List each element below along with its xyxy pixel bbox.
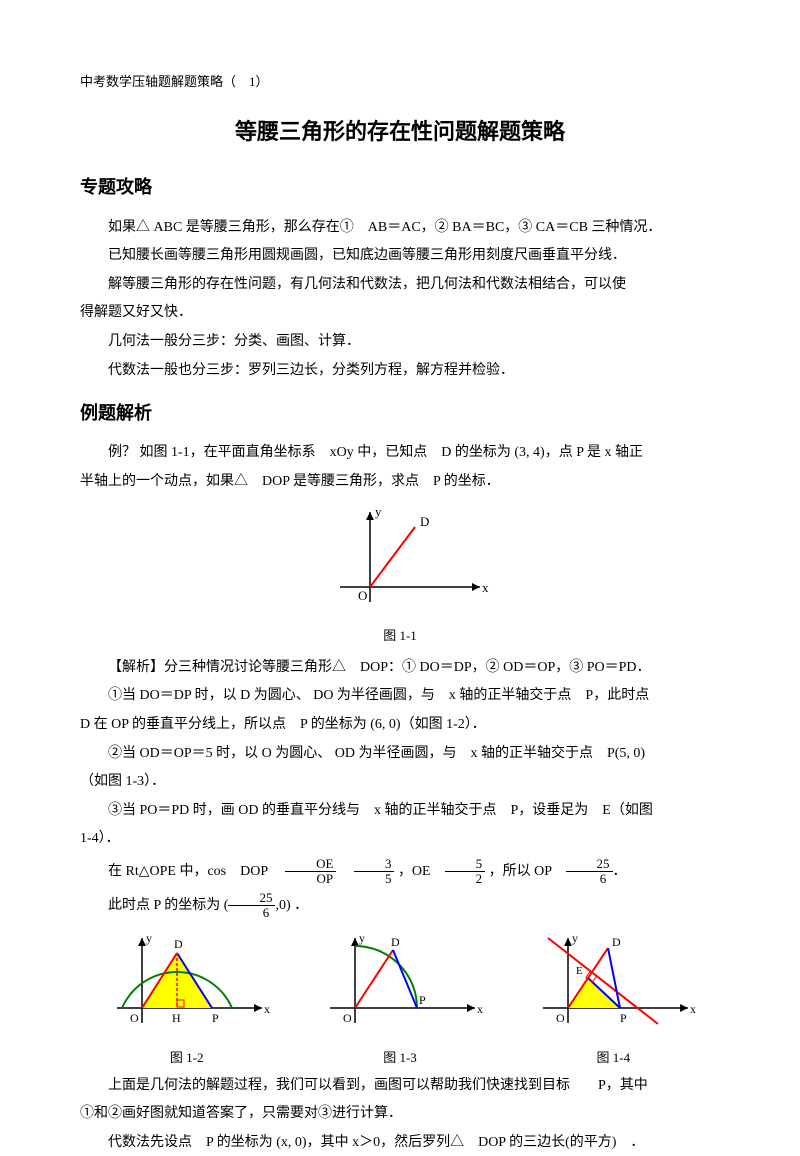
paragraph: 得解题又好又快．: [80, 300, 720, 327]
svg-text:x: x: [690, 1002, 696, 1016]
figure-caption: 图 1-4: [528, 1046, 698, 1071]
paragraph: ③当 PO＝PD 时，画 OD 的垂直平分线与 x 轴的正半轴交于点 P，设垂足…: [80, 798, 720, 825]
svg-text:y: y: [359, 931, 365, 945]
paragraph: 1-4）．: [80, 826, 720, 853]
figure-caption: 图 1-1: [80, 624, 720, 649]
svg-text:y: y: [375, 504, 382, 519]
paragraph: ①和②画好图就知道答案了，只需要对③进行计算．: [80, 1101, 720, 1128]
svg-text:O: O: [343, 1011, 352, 1025]
paragraph: （如图 1-3）．: [80, 769, 720, 796]
svg-text:D: D: [174, 937, 183, 951]
graph-svg: x y O D: [310, 502, 490, 612]
svg-text:O: O: [556, 1011, 565, 1025]
section-title-2: 例题解析: [80, 396, 720, 430]
paragraph: 【解析】分三种情况讨论等腰三角形△ DOP：① DO＝DP，② OD＝OP，③ …: [80, 655, 720, 682]
paragraph: 解等腰三角形的存在性问题，有几何法和代数法，把几何法和代数法相结合，可以使: [80, 272, 720, 299]
paragraph: ①当 DO＝DP 时，以 D 为圆心、 DO 为半径画圆，与 x 轴的正半轴交于…: [80, 683, 720, 710]
svg-text:D: D: [391, 935, 400, 949]
svg-text:H: H: [172, 1011, 181, 1025]
paragraph: D 在 OP 的垂直平分线上，所以点 P 的坐标为 (6, 0)（如图 1-2）…: [80, 712, 720, 739]
paragraph: 代数法一般也分三步：罗列三边长，分类列方程，解方程并检验．: [80, 358, 720, 385]
svg-text:x: x: [482, 580, 489, 595]
svg-text:P: P: [419, 993, 426, 1007]
svg-text:x: x: [477, 1002, 483, 1016]
paragraph: 半轴上的一个动点，如果△ DOP 是等腰三角形，求点 P 的坐标．: [80, 469, 720, 496]
math-equation: 此时点 P 的坐标为 (256,0) ．: [80, 891, 720, 921]
svg-text:O: O: [358, 588, 367, 603]
figure-1-3: x y O D P 图 1-3: [315, 928, 485, 1070]
section-title-1: 专题攻略: [80, 170, 720, 204]
paragraph: 几何法一般分三步：分类、画图、计算．: [80, 329, 720, 356]
figure-caption: 图 1-2: [102, 1046, 272, 1071]
page-header: 中考数学压轴题解题策略（ 1）: [80, 70, 720, 95]
paragraph: ②当 OD＝OP＝5 时，以 O 为圆心、 OD 为半径画圆，与 x 轴的正半轴…: [80, 741, 720, 768]
figure-1-1: x y O D 图 1-1: [80, 502, 720, 649]
svg-text:P: P: [212, 1011, 219, 1025]
paragraph: 已知腰长画等腰三角形用圆规画圆，已知底边画等腰三角形用刻度尺画垂直平分线．: [80, 243, 720, 270]
figure-caption: 图 1-3: [315, 1046, 485, 1071]
svg-text:D: D: [612, 935, 621, 949]
svg-text:x: x: [264, 1002, 270, 1016]
svg-text:P: P: [620, 1011, 627, 1025]
svg-text:D: D: [420, 514, 429, 529]
paragraph: 代数法先设点 P 的坐标为 (x, 0)，其中 x＞0，然后罗列△ DOP 的三…: [80, 1130, 720, 1156]
math-equation: 在 Rt△OPE 中，cos DOP OEOP 35 ，OE 52 ，所以 OP…: [80, 857, 720, 887]
svg-text:E: E: [576, 965, 583, 977]
main-title: 等腰三角形的存在性问题解题策略: [80, 111, 720, 153]
figure-1-4: x y O D E P 图 1-4: [528, 928, 698, 1070]
paragraph: 上面是几何法的解题过程，我们可以看到，画图可以帮助我们快速找到目标 P，其中: [80, 1073, 720, 1100]
figure-row: x y O D H P 图 1-2 x y O D P 图 1-3: [80, 928, 720, 1070]
figure-1-2: x y O D H P 图 1-2: [102, 928, 272, 1070]
svg-text:O: O: [130, 1011, 139, 1025]
svg-text:y: y: [572, 931, 578, 945]
paragraph: 例？ 如图 1-1，在平面直角坐标系 xOy 中，已知点 D 的坐标为 (3, …: [80, 440, 720, 467]
paragraph: 如果△ ABC 是等腰三角形，那么存在① AB＝AC，② BA＝BC，③ CA＝…: [80, 215, 720, 242]
svg-text:y: y: [146, 931, 152, 945]
